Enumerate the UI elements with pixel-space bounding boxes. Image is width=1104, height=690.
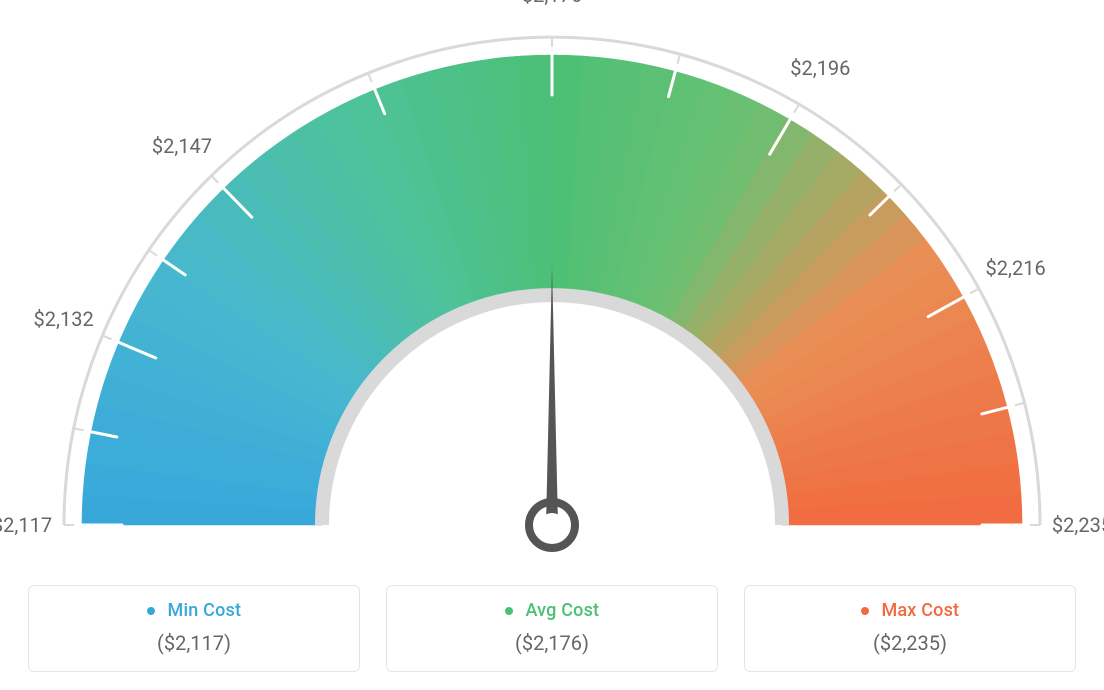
summary-value-min: ($2,117): [29, 631, 359, 655]
summary-row: Min Cost ($2,117) Avg Cost ($2,176) Max …: [0, 585, 1104, 672]
summary-card-avg: Avg Cost ($2,176): [386, 585, 718, 672]
gauge-tick-label: $2,176: [522, 0, 582, 7]
gauge-tick-label: $2,235: [1052, 513, 1104, 537]
gauge-tick-label: $2,147: [152, 134, 212, 158]
summary-value-max: ($2,235): [745, 631, 1075, 655]
summary-value-avg: ($2,176): [387, 631, 717, 655]
summary-card-min: Min Cost ($2,117): [28, 585, 360, 672]
summary-card-max: Max Cost ($2,235): [744, 585, 1076, 672]
gauge-tick-label: $2,117: [0, 513, 52, 537]
dot-icon: [861, 607, 869, 615]
cost-gauge-widget: $2,117 $2,132 $2,147 $2,176 $2,196 $2,216 $2,2…: [0, 0, 1104, 690]
summary-title-max: Max Cost: [745, 600, 1075, 621]
gauge-tick-label: $2,132: [34, 307, 94, 331]
gauge-chart: [0, 0, 1104, 560]
gauge-area: $2,117 $2,132 $2,147 $2,176 $2,196 $2,216 $2,2…: [0, 0, 1104, 560]
gauge-tick-label: $2,196: [790, 56, 850, 80]
dot-icon: [505, 607, 513, 615]
dot-icon: [147, 607, 155, 615]
summary-title-avg: Avg Cost: [387, 600, 717, 621]
summary-title-min: Min Cost: [29, 600, 359, 621]
summary-label: Max Cost: [881, 600, 959, 621]
summary-label: Min Cost: [168, 600, 242, 621]
summary-label: Avg Cost: [525, 600, 599, 621]
gauge-tick-label: $2,216: [986, 256, 1046, 280]
